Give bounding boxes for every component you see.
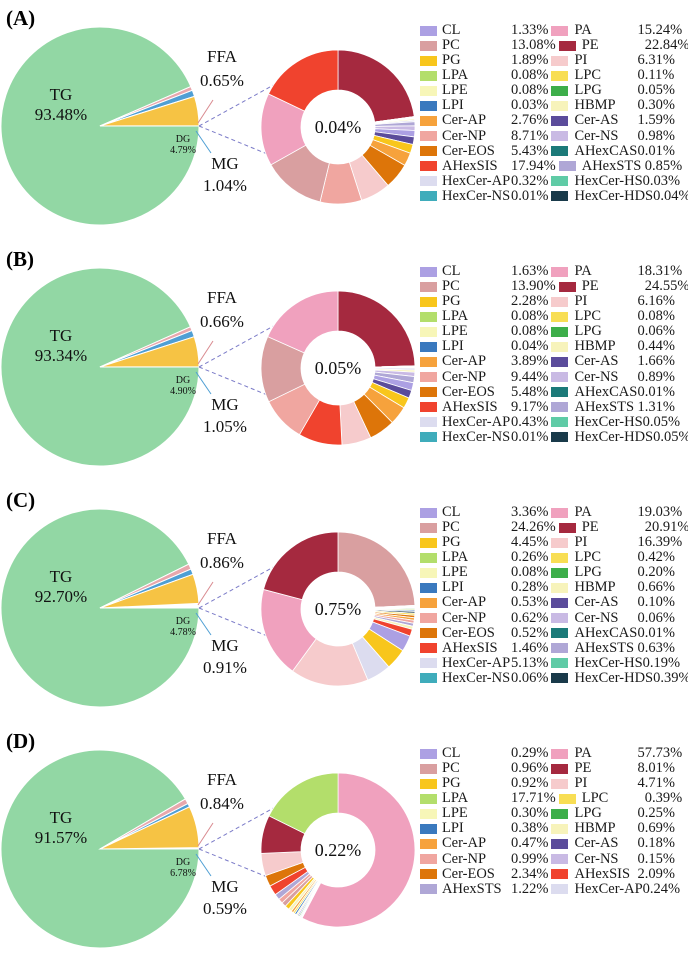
svg-text:FFA: FFA xyxy=(207,288,238,307)
svg-text:TG: TG xyxy=(50,85,73,104)
svg-text:92.70%: 92.70% xyxy=(35,587,87,606)
svg-text:TG: TG xyxy=(50,567,73,586)
svg-text:0.05%: 0.05% xyxy=(315,358,362,378)
svg-text:91.57%: 91.57% xyxy=(35,828,87,847)
svg-text:0.59%: 0.59% xyxy=(203,899,247,918)
svg-text:TG: TG xyxy=(50,808,73,827)
svg-text:0.91%: 0.91% xyxy=(203,658,247,677)
svg-text:MG: MG xyxy=(211,395,238,414)
svg-text:DG: DG xyxy=(176,857,190,868)
svg-text:0.22%: 0.22% xyxy=(315,840,362,860)
svg-text:4.79%: 4.79% xyxy=(170,145,196,156)
svg-text:FFA: FFA xyxy=(207,529,238,548)
svg-text:4.78%: 4.78% xyxy=(170,627,196,638)
svg-text:0.75%: 0.75% xyxy=(315,599,362,619)
svg-text:0.84%: 0.84% xyxy=(200,794,244,813)
svg-text:0.86%: 0.86% xyxy=(200,553,244,572)
svg-text:93.34%: 93.34% xyxy=(35,346,87,365)
svg-text:MG: MG xyxy=(211,877,238,896)
svg-text:0.65%: 0.65% xyxy=(200,71,244,90)
svg-text:4.90%: 4.90% xyxy=(170,386,196,397)
svg-text:93.48%: 93.48% xyxy=(35,105,87,124)
svg-text:TG: TG xyxy=(50,326,73,345)
svg-text:DG: DG xyxy=(176,134,190,145)
svg-text:1.05%: 1.05% xyxy=(203,417,247,436)
svg-text:0.66%: 0.66% xyxy=(200,312,244,331)
svg-text:DG: DG xyxy=(176,375,190,386)
svg-text:MG: MG xyxy=(211,154,238,173)
svg-text:FFA: FFA xyxy=(207,770,238,789)
svg-text:0.04%: 0.04% xyxy=(315,117,362,137)
svg-text:MG: MG xyxy=(211,636,238,655)
svg-text:1.04%: 1.04% xyxy=(203,176,247,195)
svg-text:FFA: FFA xyxy=(207,47,238,66)
svg-text:DG: DG xyxy=(176,616,190,627)
svg-text:6.78%: 6.78% xyxy=(170,868,196,879)
